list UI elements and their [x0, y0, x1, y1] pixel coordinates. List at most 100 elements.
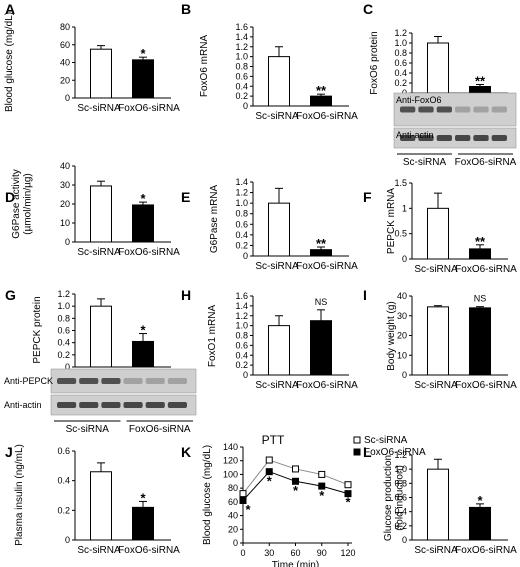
bar-sc-sirna [268, 325, 290, 376]
significance-star: * [140, 323, 146, 338]
panel-i: I Body weight (g) 0 10 20 30 40 Sc-siRNAFoxO6-s… [363, 287, 517, 391]
panel-letter: F [363, 189, 372, 205]
blot-band [167, 378, 187, 384]
y-tick-label: 1.6 [235, 22, 248, 32]
x-category-label: FoxO6-siRNA [296, 261, 358, 272]
y-tick-label: 40 [228, 511, 238, 521]
y-tick-label: 0.5 [394, 229, 407, 239]
data-point-sc-sirna [344, 481, 352, 489]
y-tick-label: 20 [60, 75, 70, 85]
x-category-label: FoxO6-siRNA [455, 380, 517, 391]
x-category-label: Sc-siRNA [77, 545, 121, 556]
blot-band [436, 106, 452, 113]
y-tick-label: 60 [228, 497, 238, 507]
significance-star: * [245, 502, 251, 517]
y-tick-label: 1.2 [394, 450, 407, 460]
x-category-label: FoxO6-siRNA [296, 111, 358, 122]
significance-star: * [345, 495, 351, 510]
data-point-sc-sirna [292, 465, 299, 473]
y-tick-label: 1.0 [394, 464, 407, 474]
panel-letter: K [181, 444, 191, 460]
bar-foxo6-sirna [132, 506, 154, 541]
bar-sc-sirna [268, 202, 290, 257]
y-tick-label: 0.8 [235, 209, 248, 219]
y-tick-label: 0.6 [57, 446, 70, 456]
y-tick-label: 0 [65, 237, 70, 247]
y-tick-label: 0.6 [394, 58, 407, 68]
y-tick-label: 140 [223, 442, 238, 452]
y-axis-label-line1: G6Pase activity [11, 169, 22, 238]
ns-annotation: NS [315, 297, 328, 307]
y-axis-label: Glucose production(fold induction) [383, 455, 406, 541]
y-tick-label: 0.6 [394, 493, 407, 503]
y-tick-label: 0.8 [394, 478, 407, 488]
x-category-label: Sc-siRNA [255, 261, 299, 272]
y-tick-label: 0 [243, 251, 248, 261]
y-tick-label: 1.2 [394, 28, 407, 38]
x-axis-label: Time (min) [272, 560, 319, 567]
legend-label: Sc-siRNA [364, 435, 408, 446]
group-label: FoxO6-siRNA [129, 424, 191, 435]
x-tick-label: 60 [290, 548, 300, 558]
blot-band [473, 135, 489, 141]
x-tick-label: 90 [317, 548, 327, 558]
y-tick-label: 0 [233, 538, 238, 548]
blot-band [79, 378, 99, 384]
y-tick-label: 1.4 [235, 32, 248, 42]
y-tick-label: 0 [402, 254, 407, 264]
y-axis-label: Blood glucose (mg/dL) [4, 12, 15, 112]
y-axis-label: Plasma insulin (ng/mL) [14, 444, 25, 546]
panel-k: K Blood glucose (mg/dL) 0 20 40 60 80 100 120 140… [181, 433, 426, 567]
bar-foxo6-sirna [132, 59, 154, 99]
bar-foxo6-sirna [469, 307, 491, 376]
y-tick-label: 0.4 [235, 230, 248, 240]
y-axis-label-line2: (µmol/min/µg) [23, 173, 34, 235]
blot-band [400, 135, 416, 141]
data-point-foxo6-sirna [265, 468, 273, 476]
y-tick-label: 0.4 [394, 68, 407, 78]
panel-letter: J [5, 444, 13, 460]
significance-star: * [140, 46, 146, 61]
y-tick-label: 1.0 [394, 38, 407, 48]
bar-foxo6-sirna [132, 340, 154, 368]
y-tick-label: 0.6 [235, 219, 248, 229]
blot-row-label: Anti-FoxO6 [396, 95, 442, 105]
significance-star: * [140, 490, 146, 505]
data-point-foxo6-sirna [344, 490, 352, 498]
y-tick-label: 1 [402, 203, 407, 213]
y-axis-label: PEPCK protein [32, 296, 43, 363]
y-tick-label: 0.4 [57, 476, 70, 486]
y-tick-label: 120 [223, 456, 238, 466]
y-tick-label: 1.2 [235, 311, 248, 321]
blot-row-label: Anti-PEPCK [4, 376, 53, 386]
bar-foxo6-sirna [132, 204, 154, 243]
y-tick-label: 1.5 [394, 178, 407, 188]
y-tick-label: 0.8 [394, 48, 407, 58]
legend-label: FoxO6-siRNA [364, 447, 426, 458]
y-tick-label: 80 [60, 22, 70, 32]
y-axis-label: G6Pase mRNA [209, 184, 220, 253]
y-tick-label: 10 [60, 218, 70, 228]
y-tick-label: 0.2 [394, 521, 407, 531]
x-tick-label: 0 [240, 548, 245, 558]
y-tick-label: 0.8 [57, 313, 70, 323]
y-tick-label: 0.4 [394, 507, 407, 517]
panel-letter: E [181, 189, 190, 205]
y-tick-label: 0.2 [235, 360, 248, 370]
significance-star: * [267, 473, 273, 488]
blot-band [455, 106, 471, 113]
y-tick-label: 80 [228, 483, 238, 493]
y-axis-label: FoxO6 mRNA [199, 35, 210, 98]
x-category-label: Sc-siRNA [255, 111, 299, 122]
blot-band [400, 106, 416, 113]
y-tick-label: 1.0 [235, 198, 248, 208]
significance-star: * [477, 493, 483, 508]
x-category-label: Sc-siRNA [414, 264, 458, 275]
x-category-label: FoxO6-siRNA [296, 380, 358, 391]
x-category-label: Sc-siRNA [414, 545, 458, 556]
